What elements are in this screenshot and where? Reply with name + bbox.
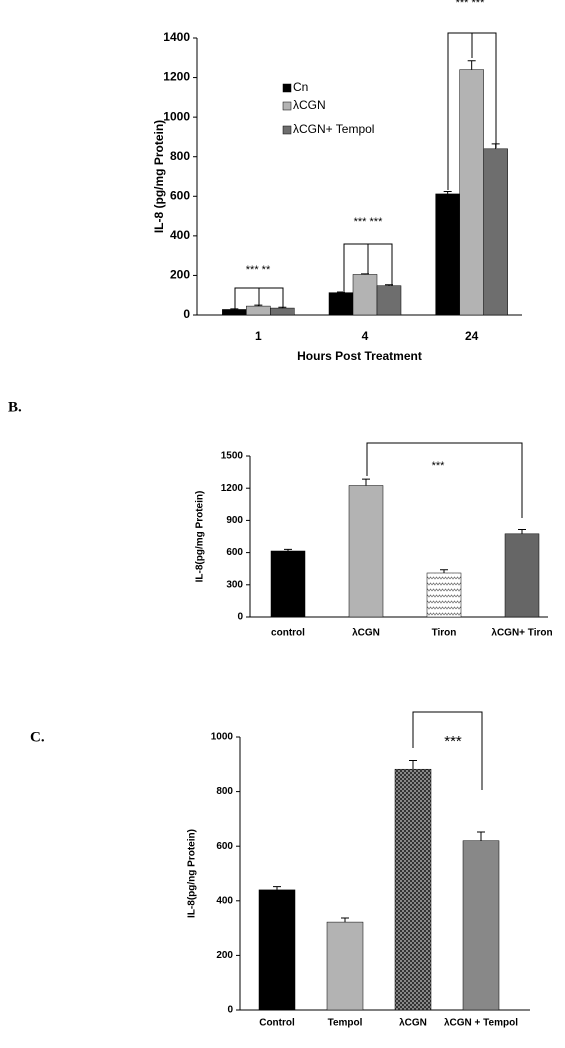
bar	[504, 533, 540, 618]
bar	[352, 274, 378, 316]
panel-label: B.	[8, 399, 22, 415]
error-bar	[467, 60, 476, 70]
bar	[246, 305, 271, 316]
x-tick-label: 24	[465, 329, 479, 343]
error-bar	[230, 308, 239, 310]
bracket	[366, 442, 523, 518]
annotation: *** ***	[354, 216, 383, 228]
bar	[326, 921, 364, 1011]
annotation: ***	[432, 460, 446, 472]
x-axis-label: Hours Post Treatment	[297, 349, 422, 363]
bracket	[234, 287, 284, 309]
bar	[376, 285, 402, 316]
y-axis-label: IL-8 (pg/mg Protein)	[152, 120, 166, 233]
legend-label: λCGN	[293, 98, 326, 112]
y-tick-label: 0	[227, 1005, 233, 1016]
y-tick-label: 1500	[221, 451, 244, 462]
y-tick-label: 900	[226, 515, 243, 526]
panel-label: C.	[30, 729, 45, 745]
bar	[270, 550, 306, 618]
y-tick-label: 1000	[163, 109, 190, 123]
x-tick-label: Tiron	[432, 628, 457, 639]
bar	[462, 840, 500, 1011]
y-tick-label: 600	[170, 188, 190, 202]
error-bar	[254, 304, 263, 307]
y-tick-label: 300	[226, 579, 243, 590]
y-tick-label: 1200	[221, 483, 244, 494]
bar	[459, 69, 484, 316]
x-tick-label: 4	[362, 329, 369, 343]
y-tick-label: 400	[170, 228, 190, 242]
legend-swatch	[282, 125, 292, 135]
bracket	[412, 711, 483, 790]
error-bar	[337, 291, 345, 293]
x-tick-label: λCGN + Tempol	[444, 1018, 518, 1029]
x-tick-label: Control	[259, 1018, 295, 1029]
error-bar	[385, 284, 393, 286]
error-bar	[477, 831, 485, 841]
bar	[258, 889, 296, 1011]
y-tick-label: 200	[170, 268, 190, 282]
x-tick-label: control	[271, 628, 305, 639]
y-tick-label: 0	[237, 612, 243, 623]
error-bar	[273, 886, 281, 890]
bracket	[343, 243, 393, 291]
x-tick-label: Tempol	[328, 1018, 363, 1029]
bar	[270, 307, 295, 316]
annotation: *** ***	[456, 0, 485, 9]
error-bar	[443, 191, 452, 194]
x-tick-label: λCGN+ Tiron	[491, 628, 552, 639]
y-tick-label: 0	[183, 307, 190, 321]
y-tick-label: 1200	[163, 70, 190, 84]
legend-label: Cn	[293, 80, 308, 94]
y-tick-label: 1400	[163, 30, 190, 44]
y-tick-label: 200	[216, 950, 233, 961]
error-bar	[361, 273, 369, 275]
y-axis-label: IL-8(pg/ng Protein)	[187, 829, 198, 918]
error-bar	[518, 529, 526, 534]
bar	[348, 485, 384, 618]
x-tick-label: 1	[255, 329, 262, 343]
y-axis-label: IL-8(pg/mg Protein)	[195, 491, 206, 583]
bar	[394, 768, 432, 1011]
y-tick-label: 400	[216, 895, 233, 906]
error-bar	[409, 759, 417, 770]
x-tick-label: λCGN	[399, 1018, 427, 1029]
legend-label: λCGN+ Tempol	[293, 122, 374, 136]
annotation: *** **	[246, 264, 271, 276]
y-tick-label: 800	[170, 149, 190, 163]
error-bar	[362, 478, 370, 486]
annotation: ***	[444, 733, 462, 750]
bar	[483, 148, 508, 316]
error-bar	[491, 143, 500, 149]
bar	[435, 193, 460, 316]
brackets	[234, 32, 523, 790]
error-bar	[278, 306, 287, 309]
error-bar	[440, 569, 448, 573]
legend-swatch	[282, 101, 292, 111]
y-tick-label: 600	[216, 841, 233, 852]
bar	[426, 572, 462, 618]
x-tick-label: λCGN	[352, 628, 380, 639]
error-bar	[284, 548, 292, 551]
error-bar	[341, 917, 349, 923]
y-tick-label: 800	[216, 786, 233, 797]
bar	[328, 292, 354, 316]
y-tick-label: 1000	[211, 732, 234, 743]
bar	[222, 309, 247, 316]
y-tick-label: 600	[226, 547, 243, 558]
bracket	[447, 32, 497, 190]
legend-swatch	[282, 83, 292, 93]
